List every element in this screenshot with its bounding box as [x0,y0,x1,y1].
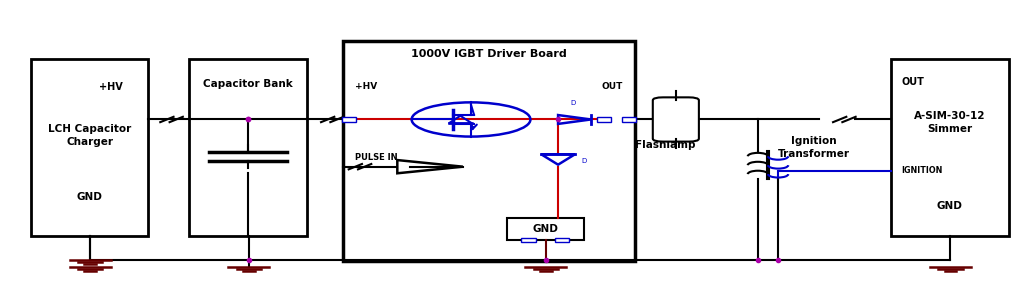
Text: A-SIM-30-12
Simmer: A-SIM-30-12 Simmer [914,111,985,134]
Bar [31,59,148,236]
Text: GND: GND [532,224,558,234]
Text: Capacitor Bank: Capacitor Bank [204,79,293,89]
Text: GND: GND [77,192,102,202]
Text: +HV: +HV [99,82,123,92]
Text: OUT: OUT [901,77,924,87]
Text: D: D [581,158,587,164]
Bar [343,41,635,261]
Text: Ignition
Transformer: Ignition Transformer [778,136,850,159]
Bar [555,238,569,242]
Text: GND: GND [937,201,963,211]
Bar [597,117,611,122]
Text: D: D [570,100,577,106]
Bar [189,59,307,236]
Text: OUT: OUT [601,82,623,91]
Text: PULSE IN: PULSE IN [355,153,398,162]
FancyBboxPatch shape [653,97,699,142]
Text: IGNITION: IGNITION [901,166,942,175]
Text: 1000V IGBT Driver Board: 1000V IGBT Driver Board [411,49,567,59]
Bar [507,218,584,240]
Text: LCH Capacitor
Charger: LCH Capacitor Charger [48,124,131,147]
Text: Flashlamp: Flashlamp [635,140,696,150]
Text: +HV: +HV [355,82,378,91]
Bar [891,59,1009,236]
Bar [342,117,356,122]
Bar [622,117,636,122]
Bar [521,238,536,242]
